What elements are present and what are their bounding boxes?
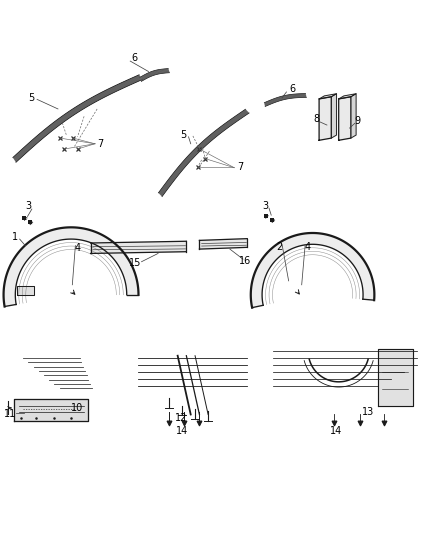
Text: 11: 11 bbox=[4, 409, 16, 419]
Text: 4: 4 bbox=[74, 243, 81, 253]
Text: 2: 2 bbox=[276, 242, 282, 252]
Polygon shape bbox=[319, 94, 336, 99]
Text: 6: 6 bbox=[131, 53, 137, 63]
Text: 10: 10 bbox=[71, 403, 83, 413]
Polygon shape bbox=[199, 239, 247, 249]
Text: 3: 3 bbox=[262, 200, 268, 211]
Polygon shape bbox=[91, 241, 186, 254]
Text: 5: 5 bbox=[180, 130, 187, 140]
Text: 3: 3 bbox=[25, 201, 32, 212]
Polygon shape bbox=[319, 97, 331, 140]
Text: 16: 16 bbox=[239, 256, 251, 266]
Text: 4: 4 bbox=[304, 242, 311, 252]
Polygon shape bbox=[14, 399, 88, 421]
Polygon shape bbox=[264, 94, 307, 107]
Text: 14: 14 bbox=[176, 426, 188, 436]
Polygon shape bbox=[331, 94, 336, 138]
Text: 1: 1 bbox=[12, 232, 18, 242]
Polygon shape bbox=[13, 75, 142, 162]
Text: 13: 13 bbox=[362, 407, 374, 417]
Polygon shape bbox=[17, 286, 34, 295]
Polygon shape bbox=[140, 69, 170, 82]
Text: 7: 7 bbox=[98, 139, 104, 149]
Text: 5: 5 bbox=[28, 93, 34, 103]
Text: 7: 7 bbox=[237, 162, 243, 172]
Text: 8: 8 bbox=[313, 114, 319, 124]
Text: 6: 6 bbox=[289, 84, 295, 94]
Polygon shape bbox=[339, 97, 351, 140]
Polygon shape bbox=[251, 233, 374, 308]
Polygon shape bbox=[159, 109, 249, 197]
Text: 14: 14 bbox=[330, 426, 343, 436]
Text: 15: 15 bbox=[129, 259, 141, 269]
Text: 9: 9 bbox=[354, 116, 360, 126]
Polygon shape bbox=[351, 94, 356, 138]
Text: 12: 12 bbox=[175, 413, 187, 423]
Polygon shape bbox=[378, 349, 413, 406]
Polygon shape bbox=[4, 228, 138, 306]
Polygon shape bbox=[339, 94, 356, 99]
